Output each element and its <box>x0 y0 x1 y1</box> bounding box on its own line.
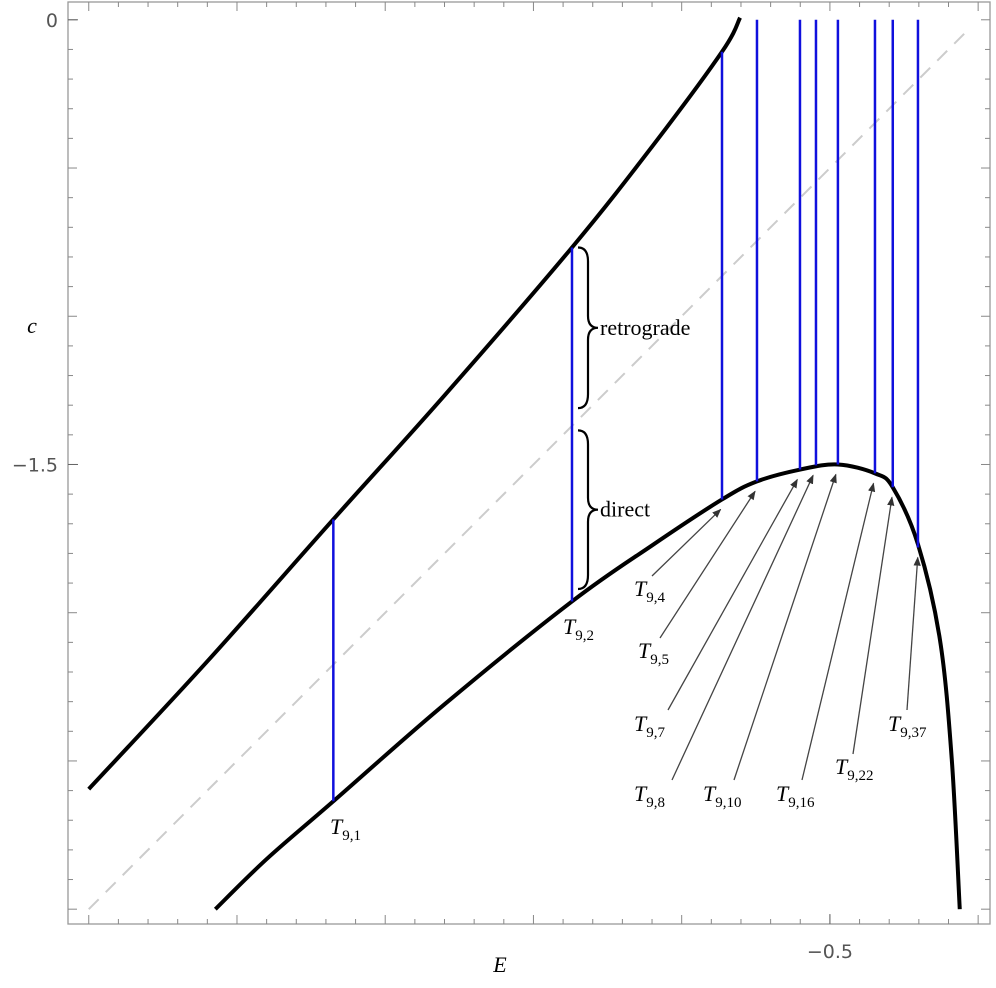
arrow <box>659 490 756 639</box>
brace-label: direct <box>600 497 650 522</box>
label-main: T <box>634 576 648 601</box>
segment-label: T9,10 <box>703 781 742 811</box>
arrow <box>651 508 722 577</box>
y-axis-label: c <box>27 313 37 338</box>
label-main: T <box>634 711 648 736</box>
label-sub: 9,10 <box>715 795 741 811</box>
label-main: T <box>776 781 790 806</box>
brace <box>577 246 599 410</box>
label-sub: 9,7 <box>646 725 665 741</box>
label-main: T <box>563 614 577 639</box>
label-sub: 9,22 <box>847 768 873 784</box>
label-sub: 9,2 <box>575 628 594 644</box>
label-main: T <box>638 638 652 663</box>
segment-label: T9,5 <box>638 638 669 668</box>
plot-frame <box>67 1 991 925</box>
label-sub: 9,37 <box>900 725 927 741</box>
segment-label: T9,8 <box>634 781 665 811</box>
label-sub: 9,16 <box>788 795 815 811</box>
brace-label: retrograde <box>600 315 690 340</box>
curve <box>87 16 742 791</box>
x-axis-label: E <box>492 952 507 977</box>
curve <box>213 462 962 911</box>
segment-label: T9,37 <box>888 711 927 741</box>
arrow <box>667 478 798 711</box>
label-main: T <box>634 781 648 806</box>
label-sub: 9,1 <box>342 828 361 844</box>
label-main: T <box>835 754 849 779</box>
segment-label: T9,2 <box>563 614 594 644</box>
label-sub: 9,4 <box>646 590 665 606</box>
label-sub: 9,5 <box>650 652 669 668</box>
brace <box>577 429 599 591</box>
label-sub: 9,8 <box>646 795 665 811</box>
arrow <box>671 474 814 781</box>
reference-line <box>88 27 970 910</box>
segment-label: T9,16 <box>776 781 815 811</box>
y-tick-label: 0 <box>46 10 58 32</box>
segment-label: T9,4 <box>634 576 666 606</box>
segment-label: T9,1 <box>330 814 361 844</box>
label-main: T <box>888 711 902 736</box>
label-main: T <box>330 814 344 839</box>
arrow <box>906 556 921 711</box>
label-main: T <box>703 781 717 806</box>
arrow <box>801 482 876 781</box>
x-tick-label: −0.5 <box>807 941 853 963</box>
y-tick-label: −1.5 <box>12 454 58 476</box>
arrow <box>852 496 895 755</box>
segment-label: T9,7 <box>634 711 666 741</box>
segment-label: T9,22 <box>835 754 874 784</box>
arrow <box>733 473 837 781</box>
